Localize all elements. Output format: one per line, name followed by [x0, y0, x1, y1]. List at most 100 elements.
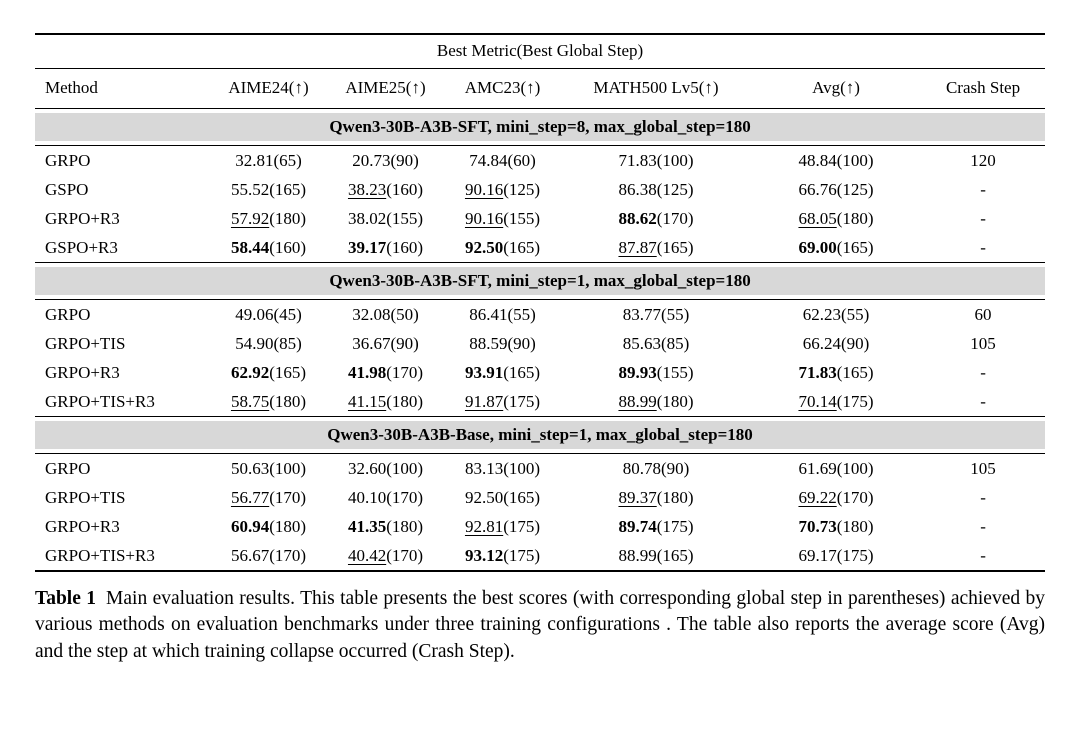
metric-step: (100) — [269, 458, 307, 478]
metric-cell: 93.12(175) — [444, 541, 561, 571]
metric-cell: 86.38(125) — [561, 175, 751, 204]
metric-value: 62.23 — [802, 304, 841, 324]
metric-step: (60) — [507, 150, 536, 170]
metric-value: 69.17 — [798, 545, 837, 565]
metric-cell: 20.73(90) — [327, 146, 444, 176]
metric-step: (165) — [656, 545, 694, 565]
crash-step-cell: - — [980, 237, 986, 257]
section-header: Qwen3-30B-A3B-Base, mini_step=1, max_glo… — [35, 421, 1046, 449]
metric-step: (175) — [656, 516, 694, 536]
metric-cell: 58.44(160) — [210, 233, 327, 263]
metric-step: (45) — [273, 304, 302, 324]
table-row: GRPO+R3 57.92(180) 38.02(155) 90.16(155) 88.… — [35, 204, 1045, 233]
metric-step: (165) — [503, 362, 541, 382]
metric-step: (100) — [503, 458, 541, 478]
metric-step: (180) — [656, 391, 694, 411]
column-header: AIME24(↑) — [210, 68, 327, 109]
column-header: Crash Step — [921, 68, 1046, 109]
metric-value: 60.94 — [230, 516, 270, 536]
metric-cell: 83.77(55) — [561, 300, 751, 330]
metric-cell: 36.67(90) — [327, 329, 444, 358]
metric-value: 70.14 — [798, 391, 837, 411]
table-title-row: Best Metric(Best Global Step) — [35, 34, 1046, 69]
table-row: GRPO+R3 62.92(165) 41.98(170) 93.91(165) 89.… — [35, 358, 1045, 387]
table-row: GRPO+R3 60.94(180) 41.35(180) 92.81(175) 89.… — [35, 512, 1045, 541]
metric-step: (125) — [656, 179, 694, 199]
metric-value: 41.35 — [347, 516, 387, 536]
method-cell: GRPO+R3 — [45, 362, 120, 382]
metric-cell: 92.50(165) — [444, 233, 561, 263]
metric-value: 86.41 — [469, 304, 508, 324]
table-caption: Table 1 Main evaluation results. This tab… — [35, 586, 1045, 665]
crash-step-cell: - — [980, 487, 986, 507]
metric-cell: 70.73(180) — [751, 512, 921, 541]
metric-step: (175) — [836, 391, 874, 411]
metric-step: (170) — [836, 487, 874, 507]
metric-cell: 85.63(85) — [561, 329, 751, 358]
metric-step: (55) — [840, 304, 870, 324]
metric-step: (55) — [507, 304, 536, 324]
metric-value: 40.42 — [347, 545, 387, 565]
metric-value: 70.73 — [798, 516, 837, 536]
paper-page: Best Metric(Best Global Step) Method AIME… — [35, 33, 1046, 665]
table-row: GSPO 55.52(165) 38.23(160) 90.16(125) 86.38(… — [35, 175, 1045, 204]
metric-value: 88.59 — [469, 333, 508, 353]
metric-value: 83.13 — [464, 458, 504, 478]
metric-cell: 56.77(170) — [210, 483, 327, 512]
crash-step-cell: - — [980, 179, 986, 199]
metric-value: 48.84 — [798, 150, 837, 170]
metric-value: 88.99 — [618, 391, 657, 411]
metric-cell: 92.50(165) — [444, 483, 561, 512]
section-header-cell: Qwen3-30B-A3B-Base, mini_step=1, max_glo… — [35, 416, 1046, 454]
metric-value: 80.78 — [622, 458, 661, 478]
table-row: GRPO 49.06(45) 32.08(50) 86.41(55) 83.77(55)… — [35, 300, 1045, 330]
section-header: Qwen3-30B-A3B-SFT, mini_step=1, max_glob… — [35, 267, 1046, 295]
method-cell: GRPO+TIS+R3 — [45, 391, 155, 411]
metric-cell: 88.59(90) — [444, 329, 561, 358]
metric-value: 66.24 — [802, 333, 841, 353]
metric-step: (180) — [836, 208, 874, 228]
section-header-row: Qwen3-30B-A3B-SFT, mini_step=1, max_glob… — [35, 262, 1046, 300]
crash-step-cell: - — [980, 516, 986, 536]
metric-cell: 38.23(160) — [327, 175, 444, 204]
metric-cell: 55.52(165) — [210, 175, 327, 204]
method-cell: GSPO+R3 — [45, 237, 118, 257]
metric-step: (125) — [503, 179, 541, 199]
metric-value: 89.74 — [618, 516, 657, 536]
metric-value: 32.60 — [347, 458, 387, 478]
column-header-row: Method AIME24(↑) AIME25(↑) AMC23(↑) MATH500 … — [35, 68, 1046, 109]
metric-value: 62.92 — [230, 362, 270, 382]
metric-value: 91.87 — [464, 391, 504, 411]
metric-value: 83.77 — [622, 304, 661, 324]
metric-step: (90) — [390, 333, 419, 353]
metric-value: 88.99 — [618, 545, 657, 565]
metric-value: 93.91 — [464, 362, 504, 382]
metric-step: (180) — [386, 516, 424, 536]
method-cell: GRPO — [45, 458, 91, 478]
metric-step: (180) — [656, 487, 694, 507]
metric-step: (165) — [503, 237, 541, 257]
metric-cell: 61.69(100) — [751, 454, 921, 484]
metric-value: 58.44 — [230, 237, 270, 257]
metric-cell: 32.08(50) — [327, 300, 444, 330]
section-header-cell: Qwen3-30B-A3B-SFT, mini_step=1, max_glob… — [35, 262, 1046, 300]
table-title: Best Metric(Best Global Step) — [35, 34, 1046, 69]
metric-cell: 56.67(170) — [210, 541, 327, 571]
metric-step: (175) — [503, 391, 541, 411]
metric-cell: 80.78(90) — [561, 454, 751, 484]
metric-value: 89.37 — [618, 487, 657, 507]
table-row: GSPO+R3 58.44(160) 39.17(160) 92.50(165) 87.… — [35, 233, 1045, 263]
metric-value: 92.50 — [464, 237, 504, 257]
metric-cell: 39.17(160) — [327, 233, 444, 263]
metric-value: 56.67 — [230, 545, 270, 565]
metric-value: 41.98 — [347, 362, 387, 382]
metric-step: (160) — [386, 179, 424, 199]
metric-step: (170) — [656, 208, 694, 228]
metric-cell: 89.74(175) — [561, 512, 751, 541]
metric-value: 68.05 — [798, 208, 837, 228]
table-row: GRPO 50.63(100) 32.60(100) 83.13(100) 80.78(… — [35, 454, 1045, 484]
metric-cell: 66.24(90) — [751, 329, 921, 358]
results-table: Best Metric(Best Global Step) Method AIME… — [35, 33, 1046, 572]
metric-step: (175) — [503, 545, 541, 565]
metric-value: 86.38 — [618, 179, 657, 199]
